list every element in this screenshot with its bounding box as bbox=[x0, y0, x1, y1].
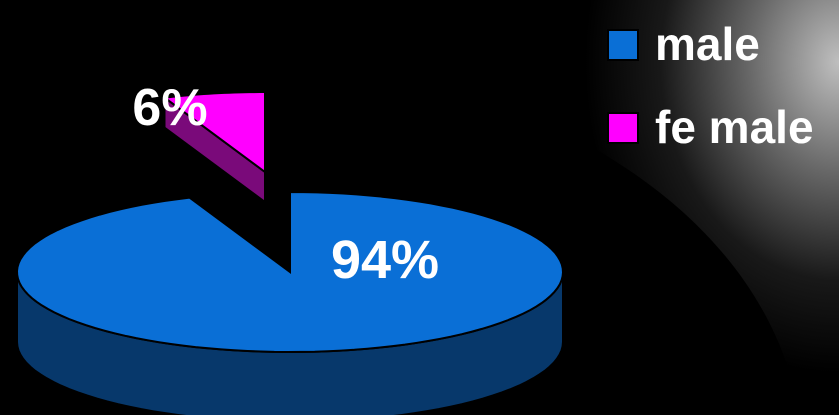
legend-swatch-female bbox=[607, 112, 639, 144]
data-label-male: 94% bbox=[331, 230, 439, 290]
legend: male fe male bbox=[607, 18, 814, 153]
legend-label-male: male bbox=[655, 18, 760, 70]
background-glow bbox=[500, 0, 839, 415]
legend-swatch-male bbox=[607, 29, 639, 61]
data-label-female: 6% bbox=[132, 79, 207, 137]
pie-group: 94% 6% bbox=[15, 79, 565, 415]
slice-female bbox=[161, 91, 266, 174]
legend-label-female: fe male bbox=[655, 101, 814, 153]
slice-male bbox=[15, 190, 565, 354]
